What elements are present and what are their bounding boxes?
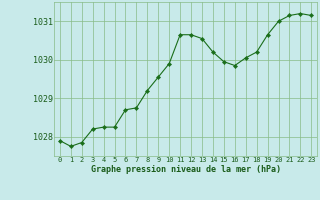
X-axis label: Graphe pression niveau de la mer (hPa): Graphe pression niveau de la mer (hPa) xyxy=(91,165,281,174)
